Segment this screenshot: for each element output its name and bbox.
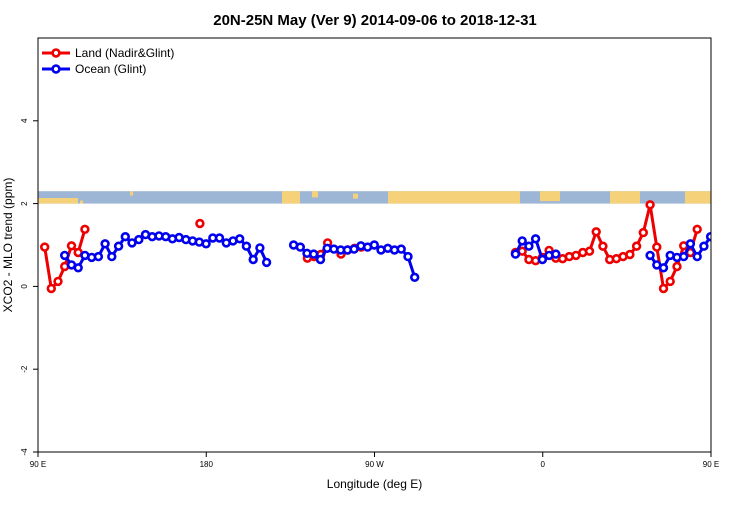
series-land — [39, 200, 702, 294]
legend-swatch-point-1 — [51, 64, 61, 74]
series-1-point-0-8 — [113, 241, 124, 251]
land-mexico — [282, 191, 300, 204]
chart-title: 20N-25N May (Ver 9) 2014-09-06 to 2018-1… — [213, 12, 537, 29]
series-1-point-3-13 — [734, 233, 741, 240]
series-1-point-1-18 — [410, 272, 420, 282]
series-1-point-0-7 — [107, 251, 117, 262]
series-1-point-3-2 — [658, 263, 669, 273]
series-0-point-5-11 — [591, 227, 601, 237]
series-1-point-0-27 — [241, 241, 252, 251]
series-0-point-5-19 — [645, 200, 655, 210]
series-1-point-0-10 — [127, 238, 137, 248]
legend-label-1: Ocean (Glint) — [75, 62, 146, 76]
series-0-point-5-20 — [652, 242, 662, 252]
land-india — [610, 191, 640, 204]
series-0-point-5-18 — [638, 227, 648, 238]
series-1-point-1-16 — [396, 244, 406, 254]
series-ocean — [59, 229, 748, 282]
series-1-point-0-23 — [214, 233, 225, 243]
y-tick-label-3: 2 — [20, 201, 29, 206]
y-tick-label-2: 0 — [20, 284, 29, 289]
series-0-point-5-17 — [631, 241, 642, 251]
x-tick-label-2: 90 W — [365, 460, 384, 469]
x-tick-label-1: 180 — [200, 460, 214, 469]
series-0-point-5-12 — [598, 241, 608, 251]
series-0-point-0-4 — [66, 241, 77, 251]
land-arabia — [540, 191, 560, 202]
series-1-point-3-6 — [685, 239, 696, 249]
x-tick-label-4: 90 E — [703, 460, 719, 469]
y-tick-label-4: 4 — [20, 118, 29, 123]
series-1-point-0-6 — [100, 239, 110, 249]
x-tick-label-3: 0 — [541, 460, 546, 469]
series-layer — [39, 200, 748, 294]
series-0-point-5-16 — [625, 249, 635, 260]
land-caribbean — [312, 191, 318, 198]
series-1-line-3 — [648, 235, 711, 270]
series-1-point-1-17 — [403, 251, 413, 262]
series-1-point-3-14 — [741, 233, 748, 240]
series-1-point-0-5 — [93, 251, 104, 262]
series-1-point-3-11 — [721, 236, 728, 243]
series-1-point-1-4 — [315, 254, 326, 265]
legend: Land (Nadir&Glint) Ocean (Glint) — [42, 46, 174, 76]
series-0-point-0-6 — [80, 224, 90, 235]
x-axis: 90 E 180 90 W 0 90 E — [30, 452, 719, 469]
x-tick-label-0: 90 E — [30, 460, 46, 469]
series-1-point-0-11 — [134, 234, 144, 245]
series-1-point-1-1 — [295, 242, 305, 252]
land-asia-east — [685, 191, 711, 204]
series-0-point-5-26 — [692, 224, 702, 235]
series-1-point-3-12 — [727, 231, 734, 238]
x-axis-label: Longitude (deg E) — [327, 477, 422, 491]
series-1-point-0-26 — [235, 234, 245, 244]
y-axis-label: XCO2 - MLO trend (ppm) — [1, 178, 15, 313]
series-0-point-0-0 — [39, 242, 50, 252]
series-1-point-3-7 — [692, 251, 702, 262]
legend-item-0: Land (Nadir&Glint) — [42, 46, 174, 60]
y-axis: -4 -2 0 2 4 — [20, 118, 38, 456]
series-0-point-5-22 — [665, 276, 675, 287]
series-1-point-0-28 — [248, 254, 258, 265]
series-0-point-5-10 — [584, 246, 595, 256]
series-0-point-5-23 — [672, 261, 682, 272]
land-ocean-map-strip — [38, 191, 711, 204]
series-1-point-2-4 — [537, 254, 548, 265]
land-africa — [388, 191, 520, 204]
series-1-point-2-1 — [517, 236, 527, 246]
series-1-point-0-30 — [261, 257, 272, 268]
series-1-point-1-12 — [369, 240, 379, 250]
series-1-point-2-0 — [510, 249, 521, 259]
land-islet-2 — [130, 191, 133, 196]
series-1-point-1-9 — [349, 244, 359, 254]
series-1-point-0-9 — [120, 232, 131, 242]
series-1-point-3-0 — [645, 250, 655, 261]
series-0-point-5-21 — [658, 283, 669, 294]
series-1-point-0-21 — [201, 239, 211, 249]
series-1-point-1-3 — [309, 249, 319, 259]
series-0-point-0-2 — [53, 276, 63, 287]
series-1-point-2-6 — [551, 249, 561, 259]
legend-label-0: Land (Nadir&Glint) — [75, 46, 174, 60]
series-0-point-0-1 — [46, 283, 56, 294]
series-1-point-2-3 — [530, 234, 541, 244]
series-1-point-3-5 — [678, 251, 689, 262]
series-1-point-0-2 — [73, 263, 83, 273]
land-asia-west — [38, 198, 78, 204]
y-tick-label-0: -4 — [20, 448, 29, 456]
series-0-point-1-0 — [195, 218, 205, 229]
series-1-point-0-29 — [255, 243, 265, 253]
legend-swatch-point-0 — [51, 48, 61, 58]
y-tick-label-1: -2 — [20, 365, 29, 373]
series-1-point-0-0 — [59, 250, 70, 261]
land-islet-1 — [80, 200, 83, 204]
land-islet-3 — [353, 193, 358, 199]
legend-item-1: Ocean (Glint) — [42, 62, 146, 76]
series-1-point-2-2 — [524, 241, 534, 251]
series-1-point-3-10 — [714, 240, 721, 247]
series-1-point-3-8 — [699, 241, 709, 251]
